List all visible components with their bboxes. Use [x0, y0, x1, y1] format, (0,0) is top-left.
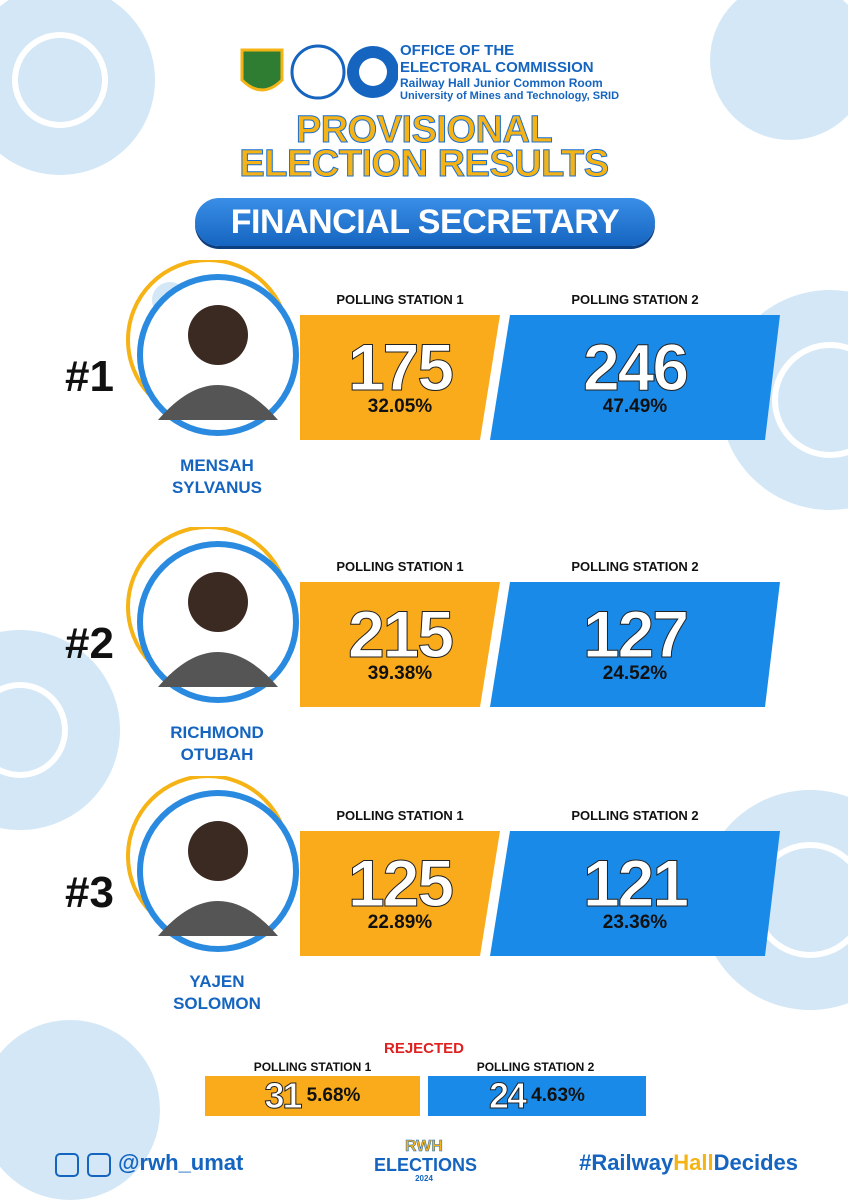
title-line: ELECTION RESULTS [239, 143, 610, 185]
vote-bar: 127 24.52% [490, 582, 780, 707]
logo-text: RWH [405, 1138, 443, 1156]
candidate-photo [126, 260, 299, 436]
candidate-name: MENSAH [180, 456, 254, 475]
votes: 246 [582, 329, 688, 404]
candidate-photo [126, 776, 299, 952]
station-label: POLLING STATION 2 [476, 1060, 595, 1074]
rejected-box: 31 5.68% [205, 1076, 420, 1116]
votes: 175 [347, 329, 453, 404]
votes: 31 [264, 1075, 303, 1116]
rank: #2 [65, 619, 114, 668]
logo-text: 2024 [415, 1174, 433, 1183]
percent: 39.38% [367, 662, 433, 684]
votes: 127 [582, 596, 688, 671]
rejected-label: REJECTED [383, 1040, 465, 1057]
candidate-name: SOLOMON [173, 994, 261, 1013]
station-label: POLLING STATION 2 [571, 808, 699, 823]
candidate-name: SYLVANUS [171, 478, 263, 497]
social-icon [87, 1153, 111, 1177]
header: OFFICE OF THE ELECTORAL COMMISSION Railway… [400, 42, 619, 103]
logos [240, 44, 398, 100]
header-line: ELECTORAL COMMISSION [400, 59, 594, 76]
rejected-box: 24 4.63% [428, 1076, 646, 1116]
hashtag-part: Hall [673, 1150, 714, 1175]
vote-bar: 121 23.36% [490, 831, 780, 956]
station-label: POLLING STATION 2 [571, 292, 699, 307]
station-label: POLLING STATION 1 [336, 559, 464, 574]
vote-bar: 215 39.38% [300, 582, 500, 707]
vote-bar: 175 32.05% [300, 315, 500, 440]
rank: #1 [65, 352, 114, 401]
votes: 215 [347, 596, 453, 671]
header-line: University of Mines and Technology, SRID [400, 90, 620, 102]
candidate-name: OTUBAH [180, 745, 254, 764]
station-label: POLLING STATION 1 [336, 808, 464, 823]
votes: 121 [582, 845, 688, 920]
percent: 32.05% [367, 395, 433, 417]
hashtag-part: #Railway [579, 1150, 674, 1175]
station-label: POLLING STATION 2 [571, 559, 699, 574]
votes: 24 [489, 1075, 528, 1116]
vote-bar: 246 47.49% [490, 315, 780, 440]
elections-logo: RWH ELECTIONS 2024 [374, 1138, 478, 1184]
station-label: POLLING STATION 1 [336, 292, 464, 307]
header-line: OFFICE OF THE [400, 42, 515, 59]
percent: 5.68% [306, 1085, 361, 1106]
hashtag-part: Decides [713, 1150, 798, 1175]
position: FINANCIAL SECRETARY [230, 202, 620, 241]
header-line: Railway Hall Junior Common Room [400, 76, 603, 90]
logo-text: ELECTIONS [374, 1155, 478, 1175]
candidate-name: RICHMOND [170, 723, 264, 742]
rank: #3 [65, 868, 114, 917]
vote-bar: 125 22.89% [300, 831, 500, 956]
title-line: PROVISIONAL [295, 109, 553, 151]
handle: @rwh_umat [118, 1150, 244, 1175]
percent: 22.89% [367, 911, 433, 933]
social-icons [55, 1153, 111, 1177]
candidate-name: YAJEN [189, 972, 245, 991]
percent: 23.36% [602, 911, 668, 933]
social-icon [55, 1153, 79, 1177]
percent: 4.63% [531, 1085, 585, 1106]
hashtag: #RailwayHallDecides [579, 1150, 798, 1176]
percent: 24.52% [602, 662, 668, 684]
station-label: POLLING STATION 1 [253, 1060, 372, 1074]
candidate-photo [126, 527, 299, 703]
percent: 47.49% [602, 395, 668, 417]
position-pill: FINANCIAL SECRETARY [195, 198, 655, 246]
votes: 125 [347, 845, 453, 920]
